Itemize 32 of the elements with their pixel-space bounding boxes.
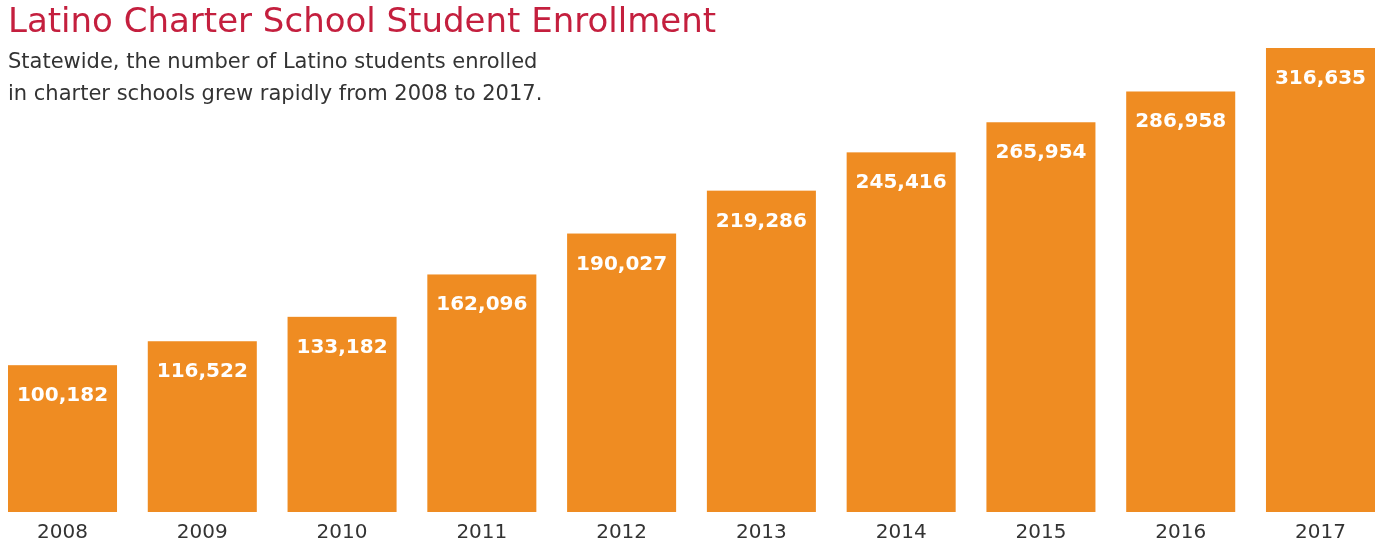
x-tick-label: 2017: [1295, 519, 1346, 543]
data-label: 100,182: [16, 382, 109, 407]
bar: [567, 233, 677, 512]
bar: [287, 316, 397, 512]
data-label: 245,416: [855, 169, 947, 194]
x-tick-label: 2010: [316, 519, 368, 543]
x-tick-label: 2016: [1155, 519, 1207, 543]
chart-title: Latino Charter School Student Enrollment: [8, 0, 717, 40]
data-label: 162,096: [436, 291, 528, 316]
bar: [706, 190, 816, 512]
x-tick-label: 2015: [1015, 519, 1067, 543]
bar: [986, 122, 1096, 512]
data-label: 219,286: [715, 207, 807, 232]
bar: [1126, 91, 1236, 512]
x-tick-label: 2008: [37, 519, 88, 543]
bar: [8, 365, 118, 512]
bar: [1265, 48, 1376, 512]
x-tick-label: 2012: [596, 519, 648, 543]
text: Statewide, the number of Latino students enrolled in charter schools grew rapidly from 2008 to 2017.: [8, 49, 543, 105]
data-label: 190,027: [576, 250, 668, 275]
x-tick-label: 2009: [176, 519, 228, 543]
data-label: 265,954: [995, 139, 1087, 164]
data-label: 116,522: [156, 358, 248, 383]
data-label: 133,182: [296, 333, 388, 358]
bar: [427, 274, 537, 512]
x-tick-label: 2013: [735, 519, 787, 543]
x-tick-label: 2014: [875, 519, 927, 543]
data-label: 316,635: [1274, 65, 1367, 89]
bar: [846, 152, 956, 512]
bar: [147, 341, 257, 512]
data-label: 286,958: [1135, 108, 1227, 133]
x-tick-label: 2011: [456, 519, 508, 543]
